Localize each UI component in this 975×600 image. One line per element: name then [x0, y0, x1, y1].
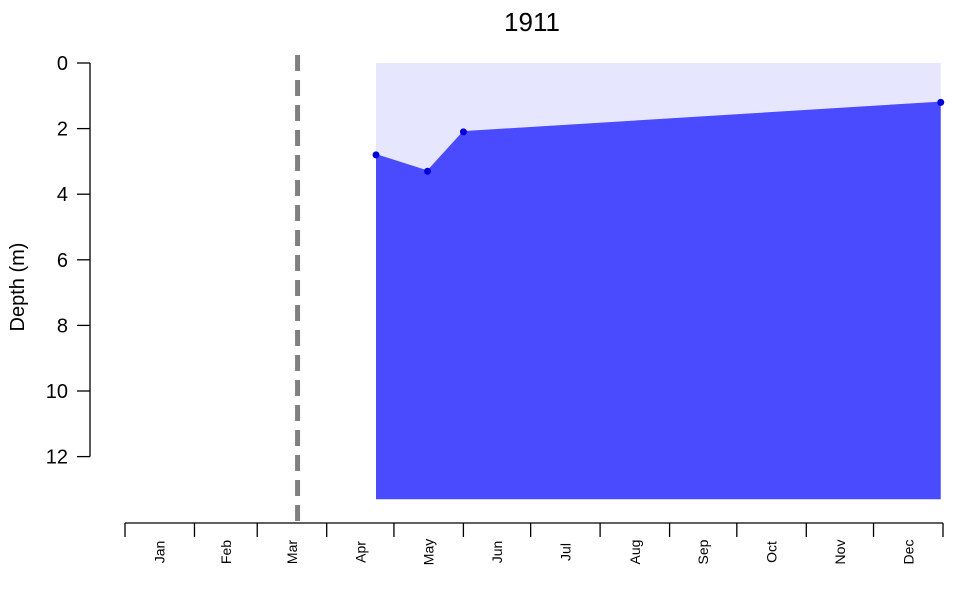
plot-area	[295, 55, 945, 523]
x-tick-label: Apr	[352, 541, 368, 563]
x-tick-label: Jul	[557, 543, 573, 561]
x-axis: Jan Feb Mar Apr May Jun Jul Aug Sep Oct Nov Dec	[124, 522, 944, 565]
x-tick-label: Nov	[832, 540, 848, 565]
data-point	[372, 151, 380, 159]
data-point	[424, 167, 432, 175]
x-tick-label: Aug	[627, 540, 643, 565]
y-tick-label: 4	[57, 184, 68, 206]
x-tick-label: Oct	[764, 541, 780, 563]
y-tick-label: 0	[57, 53, 68, 75]
x-tick-label: Mar	[284, 540, 300, 564]
y-tick-label: 2	[57, 119, 68, 141]
y-tick-label: 12	[46, 447, 68, 469]
y-tick-label: 8	[57, 315, 68, 337]
x-tick-label: Feb	[218, 540, 234, 564]
lower-layer-area	[376, 102, 941, 500]
x-tick-label: Dec	[900, 540, 916, 565]
x-tick-label: Jun	[489, 541, 505, 564]
y-tick-label: 6	[57, 250, 68, 272]
y-axis: 0 2 4 6 8 10 12	[46, 53, 91, 469]
y-tick-label: 10	[46, 381, 68, 403]
depth-points	[372, 98, 945, 175]
x-tick-label: Sep	[695, 539, 711, 564]
chart-title: 1911	[504, 7, 560, 37]
data-point	[937, 98, 945, 106]
y-axis-label: Depth (m)	[7, 243, 29, 332]
upper-layer-area	[376, 63, 941, 172]
x-tick-label: May	[421, 539, 437, 565]
depth-series-line	[375, 101, 941, 173]
data-point	[459, 128, 467, 136]
x-tick-label: Jan	[152, 541, 168, 564]
